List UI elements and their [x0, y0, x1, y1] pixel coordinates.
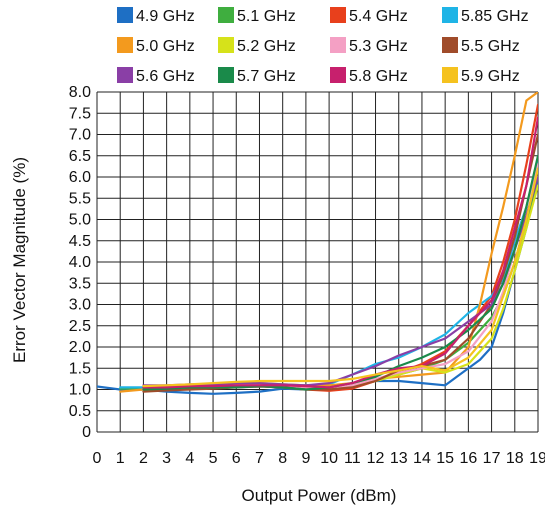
y-tick-label: 6.0	[69, 169, 91, 186]
legend-swatch	[442, 67, 458, 83]
legend-label: 5.5 GHz	[461, 38, 520, 55]
series-line-4-9-ghz	[97, 180, 538, 395]
legend-item: 5.9 GHz	[442, 67, 520, 85]
legend-swatch	[330, 7, 346, 23]
legend-item: 5.0 GHz	[117, 37, 195, 55]
legend-label: 5.8 GHz	[349, 68, 408, 85]
legend-label: 5.3 GHz	[349, 38, 408, 55]
x-tick-label: 15	[436, 450, 454, 467]
legend-swatch	[218, 7, 234, 23]
y-tick-label: 6.5	[69, 148, 91, 165]
y-tick-label: 0	[82, 424, 91, 441]
x-tick-label: 12	[367, 450, 385, 467]
legend-swatch	[330, 37, 346, 53]
legend-item: 5.6 GHz	[117, 67, 195, 85]
legend-swatch	[330, 67, 346, 83]
legend-label: 5.7 GHz	[237, 68, 296, 85]
legend-label: 5.1 GHz	[237, 8, 296, 25]
x-axis-title: Output Power (dBm)	[242, 486, 397, 505]
series-line-5-8-ghz	[142, 116, 538, 389]
legend-label: 5.9 GHz	[461, 68, 520, 85]
legend-swatch	[442, 37, 458, 53]
y-tick-label: 3.5	[69, 275, 91, 292]
legend-swatch	[218, 37, 234, 53]
legend-swatch	[117, 7, 133, 23]
series-line-5-4-ghz	[142, 103, 538, 392]
y-tick-label: 7.5	[69, 105, 91, 122]
y-tick-label: 5.0	[69, 212, 91, 229]
y-tick-label: 2.5	[69, 318, 91, 335]
legend-item: 5.85 GHz	[442, 7, 529, 25]
y-axis-title: Error Vector Magnitude (%)	[10, 157, 29, 363]
y-tick-label: 4.5	[69, 233, 91, 250]
y-axis-ticks: 0 0.5 1.0 1.5 2.0 2.5 3.0 3.5 4.0 4.5 5.0 5.5 6.0 6.5…	[69, 84, 91, 441]
x-tick-label: 19	[529, 450, 545, 467]
legend-item: 5.3 GHz	[330, 37, 408, 55]
x-tick-label: 0	[93, 450, 102, 467]
x-tick-label: 14	[413, 450, 431, 467]
y-tick-label: 5.5	[69, 190, 91, 207]
x-tick-label: 17	[483, 450, 501, 467]
y-tick-label: 1.0	[69, 382, 91, 399]
y-tick-label: 4.0	[69, 254, 91, 271]
x-tick-label: 1	[116, 450, 125, 467]
x-tick-label: 8	[278, 450, 287, 467]
y-tick-label: 3.0	[69, 297, 91, 314]
legend-label: 5.6 GHz	[136, 68, 195, 85]
series-layer	[97, 92, 538, 395]
legend-label: 4.9 GHz	[136, 8, 195, 25]
x-tick-label: 10	[320, 450, 338, 467]
x-tick-label: 13	[390, 450, 408, 467]
series-line-5-2-ghz	[142, 184, 538, 391]
legend-label: 5.85 GHz	[461, 8, 529, 25]
x-tick-label: 3	[162, 450, 171, 467]
x-tick-label: 16	[459, 450, 477, 467]
legend-label: 5.2 GHz	[237, 38, 296, 55]
x-tick-label: 6	[232, 450, 241, 467]
y-tick-label: 8.0	[69, 84, 91, 101]
y-tick-label: 1.5	[69, 360, 91, 377]
series-line-5-7-ghz	[142, 154, 538, 391]
series-line-5-9-ghz	[142, 167, 538, 388]
legend-item: 5.1 GHz	[218, 7, 296, 25]
x-tick-label: 7	[255, 450, 264, 467]
legend-item: 5.8 GHz	[330, 67, 408, 85]
y-tick-label: 7.0	[69, 127, 91, 144]
x-axis-ticks: 0 1 2 3 4 5 6 7 8 9 10 11 12 13 14 15 16 17 18 19	[93, 450, 545, 467]
x-tick-label: 18	[506, 450, 524, 467]
x-tick-label: 5	[209, 450, 218, 467]
legend-swatch	[218, 67, 234, 83]
y-tick-label: 2.0	[69, 339, 91, 356]
x-tick-label: 9	[301, 450, 310, 467]
x-tick-label: 4	[185, 450, 194, 467]
legend-item: 5.4 GHz	[330, 7, 408, 25]
x-tick-label: 2	[139, 450, 148, 467]
legend-swatch	[442, 7, 458, 23]
legend-label: 5.4 GHz	[349, 8, 408, 25]
legend-item: 5.7 GHz	[218, 67, 296, 85]
legend: 4.9 GHz 5.1 GHz 5.4 GHz 5.85 GHz 5.0 GHz 5.2 …	[117, 7, 529, 85]
legend-item: 5.5 GHz	[442, 37, 520, 55]
y-tick-label: 0.5	[69, 403, 91, 420]
legend-swatch	[117, 67, 133, 83]
legend-label: 5.0 GHz	[136, 38, 195, 55]
legend-item: 5.2 GHz	[218, 37, 296, 55]
x-tick-label: 11	[344, 450, 361, 467]
legend-item: 4.9 GHz	[117, 7, 195, 25]
legend-swatch	[117, 37, 133, 53]
